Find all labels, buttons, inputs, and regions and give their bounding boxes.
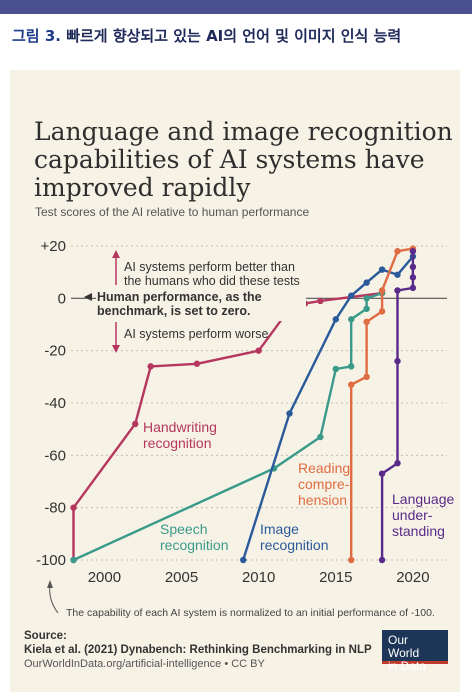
- series-label: under-: [392, 507, 433, 523]
- data-point: [70, 504, 77, 511]
- data-point: [394, 459, 401, 467]
- figure-caption: 빠르게 향상되고 있는 AI의 언어 및 이미지 인식 능력: [66, 27, 402, 45]
- chart-card: [10, 70, 460, 692]
- annotation-above: the humans who did these tests: [124, 274, 300, 288]
- data-point: [378, 556, 386, 564]
- data-point: [363, 279, 370, 286]
- data-point: [70, 556, 77, 564]
- data-point: [378, 470, 386, 477]
- footnote-arrow-head: [47, 580, 53, 588]
- logo-line-1: Our World: [388, 633, 420, 660]
- series-label: Language: [392, 491, 455, 507]
- data-point: [348, 292, 355, 299]
- logo-line-2: in Data: [388, 659, 427, 673]
- series-label: recognition: [260, 537, 329, 553]
- figure-number: 그림 3.: [12, 27, 61, 45]
- chart-subtitle: Test scores of the AI relative to human …: [35, 205, 310, 219]
- y-tick-label: -80: [44, 500, 66, 517]
- annotation-baseline: Human performance, as the: [97, 290, 262, 304]
- source-label: Source:: [24, 630, 67, 642]
- data-point: [363, 305, 370, 312]
- data-point: [332, 365, 339, 373]
- data-point: [332, 316, 339, 323]
- y-tick-label: -40: [44, 395, 66, 412]
- x-tick-label: 2005: [165, 569, 198, 586]
- chart-title: Language and image recognition capabilit…: [34, 117, 453, 202]
- series-label: Reading: [298, 460, 350, 476]
- series-line-0: [72, 291, 383, 560]
- data-point: [378, 287, 386, 294]
- baseline-arrow: [84, 293, 92, 301]
- series-label: Handwriting: [143, 419, 217, 435]
- data-point: [394, 287, 401, 294]
- data-point: [348, 363, 355, 370]
- series-label: standing: [392, 523, 445, 539]
- y-tick-label: -60: [44, 447, 66, 464]
- data-point: [394, 271, 401, 278]
- y-tick-label: -100: [36, 552, 66, 569]
- x-tick-label: 2020: [396, 569, 429, 586]
- source-block: Source: Kiela et al. (2021) Dynabench: R…: [24, 629, 372, 671]
- footnote: The capability of each AI system is norm…: [66, 607, 435, 619]
- data-point: [409, 248, 417, 255]
- footnote-arrow: [49, 583, 59, 614]
- y-tick-label: +20: [41, 238, 66, 255]
- data-point: [394, 248, 401, 255]
- source-citation: Kiela et al. (2021) Dynabench: Rethinkin…: [24, 644, 372, 656]
- data-point: [132, 420, 139, 428]
- arrow-up-head: [112, 250, 120, 258]
- y-tick-label: -20: [44, 343, 66, 360]
- data-point: [363, 373, 370, 381]
- data-point: [240, 556, 247, 564]
- y-tick-label: 0: [58, 290, 66, 307]
- data-point: [348, 381, 355, 388]
- data-point: [363, 295, 370, 302]
- owid-logo: Our World in Data: [382, 630, 448, 673]
- annotation-baseline: benchmark, is set to zero.: [97, 304, 251, 318]
- data-point: [409, 274, 417, 281]
- source-url: OurWorldInData.org/artificial-intelligen…: [24, 658, 265, 670]
- data-point: [255, 347, 262, 354]
- series-label: Speech: [160, 521, 207, 537]
- data-point: [394, 357, 401, 365]
- data-point: [286, 410, 293, 417]
- arrow-down-head: [112, 345, 120, 353]
- data-point: [363, 318, 370, 326]
- series-label: Image: [260, 521, 299, 537]
- data-point: [409, 284, 417, 292]
- x-tick-label: 2000: [88, 569, 121, 586]
- data-point: [317, 433, 324, 441]
- data-point: [348, 556, 355, 564]
- data-point: [409, 263, 417, 271]
- series-label: hension: [298, 492, 347, 508]
- data-point: [378, 266, 386, 273]
- series-label: compre-: [298, 476, 350, 492]
- data-point: [317, 297, 324, 305]
- data-point: [348, 316, 355, 323]
- annotation-below: AI systems perform worse: [124, 327, 269, 341]
- series-label: recognition: [143, 435, 212, 451]
- x-tick-label: 2010: [242, 569, 275, 586]
- data-point: [193, 360, 201, 367]
- baseline-label-bg: [96, 291, 306, 321]
- page-heading: 그림 3. 빠르게 향상되고 있는 AI의 언어 및 이미지 인식 능력: [12, 25, 401, 46]
- data-point: [147, 363, 154, 370]
- data-point: [378, 308, 386, 315]
- x-tick-label: 2015: [319, 569, 352, 586]
- top-accent-bar: [0, 0, 472, 14]
- series-label: recognition: [160, 537, 229, 553]
- annotation-above: AI systems perform better than: [124, 260, 295, 274]
